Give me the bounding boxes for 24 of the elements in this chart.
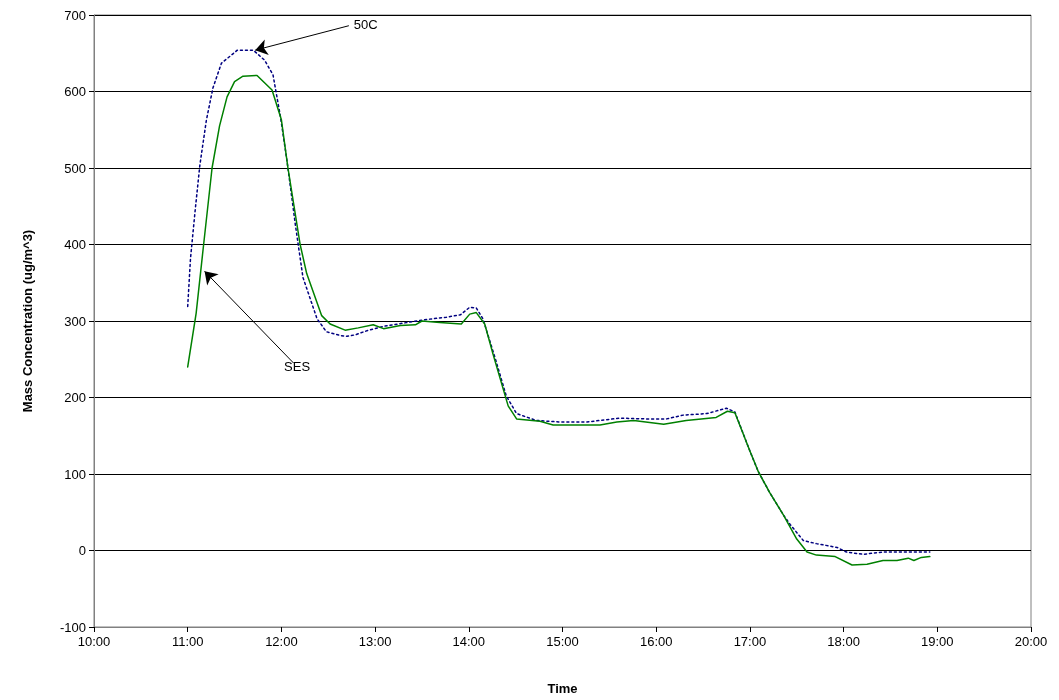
x-tick-label: 15:00 [546,634,579,649]
x-tick-label: 11:00 [171,634,204,649]
x-axis-title: Time [547,681,578,696]
x-tick-label: 20:00 [1014,634,1048,649]
x-tick-label: 18:00 [827,634,860,649]
x-tick-label: 16:00 [639,634,673,649]
x-tick-label: 19:00 [921,634,954,649]
x-tick-label: 10:00 [77,634,111,649]
x-tick-label: 17:00 [733,634,767,649]
annotation: SES [284,359,311,375]
y-tick-label: 300 [64,313,86,329]
x-tick-label: 13:00 [358,634,392,649]
x-tick-label: 14:00 [452,634,486,649]
y-tick-label: 200 [64,390,86,405]
y-tick-label: 600 [64,84,86,99]
y-tick-label: -100 [59,619,86,635]
y-tick-label: 400 [64,237,86,252]
y-tick-label: 700 [64,7,86,23]
y-tick-label: 0 [78,543,86,558]
x-tick-label: 12:00 [265,634,298,649]
annotation: 50C [353,16,378,32]
y-tick-label: 100 [64,466,86,482]
y-axis-title: Mass Concentration (ug/m^3) [20,229,35,413]
y-tick-label: 500 [64,160,86,176]
